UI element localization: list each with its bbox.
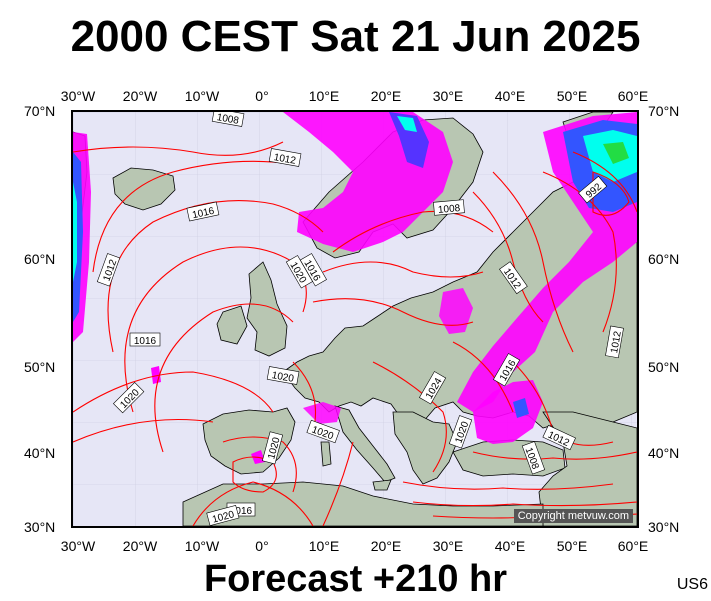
forecast-label: Forecast +210 hr: [203, 558, 508, 600]
lat-tick-right: 50°N: [648, 359, 680, 375]
lon-tick-bottom: 60°E: [617, 538, 649, 554]
isobar: [492, 171, 574, 353]
isobar: [372, 361, 447, 473]
lat-tick-left: 70°N: [24, 103, 56, 119]
isobar: [73, 418, 214, 443]
isobar: [592, 171, 630, 216]
lat-tick-left: 40°N: [24, 445, 56, 461]
lon-tick-top: 20°E: [370, 88, 402, 104]
map-canvas: 1008 1012 1016 1012 1020 1016 1008 1012 …: [73, 112, 637, 526]
lon-tick-bottom: 40°E: [494, 538, 526, 554]
isobar-label: 1008: [216, 112, 240, 127]
isobar: [402, 481, 614, 490]
isobar-labels: 1008 1012 1016 1012 1020 1016 1008 1012 …: [96, 112, 624, 526]
lon-tick-bottom: 20°E: [370, 538, 402, 554]
lon-tick-bottom: 0°: [255, 538, 269, 554]
isobar: [154, 303, 294, 453]
isobar-label: 1020: [271, 370, 295, 385]
lat-tick-left: 30°N: [24, 519, 56, 535]
chart-title: 2000 CEST Sat 21 Jun 2025: [70, 12, 641, 61]
precip-scandinavia-cyan: [397, 116, 417, 132]
isobar-label: 1012: [273, 152, 297, 167]
isobar: [322, 261, 484, 278]
great-britain: [246, 261, 288, 357]
isobar: [572, 151, 637, 213]
sicily: [372, 479, 392, 491]
lat-tick-right: 30°N: [648, 519, 680, 535]
lon-tick-top: 10°W: [184, 88, 220, 104]
lon-tick-bottom: 10°W: [184, 538, 220, 554]
copyright-badge: Copyright metvuw.com: [513, 509, 633, 523]
lon-tick-top: 0°: [255, 88, 269, 104]
precip-scandinavia-core: [389, 112, 429, 168]
isobar: [322, 441, 354, 526]
lon-tick-top: 20°W: [122, 88, 158, 104]
sardinia: [320, 441, 332, 467]
precip-central: [439, 288, 473, 334]
isobar: [73, 141, 284, 156]
precip-west-inner: [73, 182, 77, 282]
isobar: [222, 436, 297, 493]
lon-tick-bottom: 30°W: [60, 538, 96, 554]
precip-balkans: [473, 380, 543, 444]
precip-arctic-low-green: [603, 142, 629, 164]
lon-tick-top: 50°E: [556, 88, 588, 104]
isobar-label: 1012: [609, 330, 624, 354]
lon-tick-bottom: 10°E: [308, 538, 340, 554]
isobars: [73, 141, 637, 526]
isobar-label: 1016: [191, 206, 215, 221]
isobar: [452, 341, 514, 413]
weather-map: 1008 1012 1016 1012 1020 1016 1008 1012 …: [71, 110, 639, 528]
lat-tick-right: 60°N: [648, 251, 680, 267]
lat-tick-right: 70°N: [648, 103, 680, 119]
balkans: [392, 411, 458, 485]
lon-tick-top: 30°W: [60, 88, 96, 104]
precip-balkans-core: [513, 398, 529, 418]
lat-tick-left: 60°N: [24, 251, 56, 267]
isobar: [472, 451, 637, 460]
lon-tick-bottom: 30°E: [432, 538, 464, 554]
isobar-label: 1016: [230, 506, 253, 517]
lon-tick-top: 30°E: [432, 88, 464, 104]
north-africa: [182, 481, 544, 526]
isobar: [312, 298, 474, 326]
isobar-label: 1016: [134, 336, 157, 347]
precip-france: [303, 402, 341, 424]
iceland: [112, 167, 176, 211]
isobar: [192, 481, 314, 526]
lon-tick-top: 60°E: [617, 88, 649, 104]
lon-tick-top: 10°E: [308, 88, 340, 104]
lat-tick-right: 40°N: [648, 445, 680, 461]
ireland: [216, 305, 248, 345]
lon-tick-bottom: 50°E: [556, 538, 588, 554]
isobar-label: 1008: [438, 203, 462, 216]
isobar: [232, 456, 277, 493]
model-code: US6: [676, 576, 708, 593]
lon-tick-top: 40°E: [494, 88, 526, 104]
lat-tick-left: 50°N: [24, 359, 56, 375]
isobar: [472, 191, 544, 323]
lon-tick-bottom: 20°W: [122, 538, 158, 554]
isobar: [73, 371, 274, 413]
isobar: [542, 171, 617, 333]
isobar: [412, 501, 637, 507]
isobar: [92, 160, 294, 273]
isobar: [332, 210, 494, 253]
